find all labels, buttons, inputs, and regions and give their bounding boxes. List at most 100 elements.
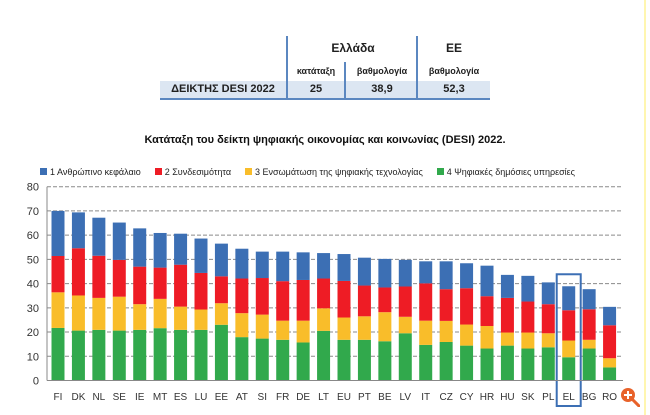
- bar-segment-DE-1: [296, 320, 310, 343]
- header-rank: κατάταξη: [296, 66, 336, 76]
- bar-segment-EL-0: [562, 357, 576, 381]
- bar-segment-LV-0: [398, 333, 412, 381]
- bar-segment-IE-0: [133, 329, 147, 381]
- bar-segment-BE-0: [378, 341, 392, 381]
- bar-segment-IE-3: [133, 228, 147, 267]
- bar-segment-CZ-0: [439, 341, 453, 381]
- bar-segment-SI-0: [255, 338, 269, 381]
- bar-segment-DK-3: [71, 212, 85, 249]
- x-tick-label: ES: [174, 392, 188, 403]
- bar-segment-BG-3: [582, 289, 596, 310]
- legend-swatch: [154, 168, 162, 175]
- bar-segment-EU-2: [337, 280, 351, 318]
- x-tick-label: FI: [54, 392, 63, 403]
- bar-segment-CY-3: [460, 263, 474, 289]
- bar-segment-FI-3: [51, 210, 65, 256]
- bar-segment-PT-1: [357, 316, 371, 340]
- data-row-bg: [160, 81, 490, 100]
- bar-segment-IT-3: [419, 261, 433, 284]
- bar-segment-LU-2: [194, 272, 208, 310]
- x-tick-label: CZ: [439, 392, 452, 403]
- bar-segment-FI-2: [51, 255, 65, 293]
- bar-segment-EU-3: [337, 254, 351, 281]
- x-tick-label: BG: [582, 392, 597, 403]
- bar-segment-LV-2: [398, 286, 412, 317]
- eu-score: 52,3: [443, 83, 465, 95]
- bar-segment-SE-1: [112, 296, 126, 331]
- bar-segment-RO-0: [603, 367, 617, 381]
- x-tick-label: RO: [602, 392, 617, 403]
- bar-segment-EE-2: [214, 276, 228, 304]
- bar-segment-SI-3: [255, 251, 269, 279]
- x-tick-label: FR: [276, 392, 289, 403]
- bar-segment-LU-1: [194, 309, 208, 330]
- x-tick-label: LV: [400, 392, 412, 403]
- bar-segment-FR-0: [276, 339, 290, 381]
- bar-segment-EL-3: [562, 286, 576, 311]
- bar-segment-AT-1: [235, 313, 249, 338]
- bar-segment-AT-3: [235, 248, 249, 279]
- x-tick-label: HU: [500, 392, 514, 403]
- legend-label: 2 Συνδεσιμότητα: [164, 167, 232, 177]
- x-tick-label: IT: [421, 392, 430, 403]
- bar-segment-HU-1: [500, 332, 514, 346]
- bar-segment-FR-1: [276, 320, 290, 340]
- header-eu: ΕΕ: [445, 41, 462, 55]
- bar-segment-DK-0: [71, 330, 85, 381]
- divider: [286, 36, 288, 98]
- bar-segment-PL-1: [541, 333, 555, 348]
- bar-segment-FR-3: [276, 251, 290, 282]
- x-tick-label: EU: [337, 392, 351, 403]
- bar-segment-IE-1: [133, 304, 147, 330]
- bar-segment-DE-2: [296, 279, 310, 321]
- y-tick-label: 60: [27, 230, 39, 242]
- bar-segment-EE-0: [214, 324, 228, 381]
- bar-segment-BG-1: [582, 339, 596, 349]
- bar-segment-DK-2: [71, 248, 85, 296]
- bar-segment-MT-3: [153, 232, 167, 268]
- legend-swatch: [40, 168, 47, 175]
- x-tick-label: SI: [258, 392, 267, 403]
- bar-segment-EL-1: [562, 340, 576, 358]
- bar-segment-PL-2: [541, 304, 555, 334]
- bar-segment-SE-0: [112, 330, 126, 381]
- bar-segment-LV-3: [398, 259, 412, 287]
- bar-segment-SI-1: [255, 314, 269, 339]
- legend-label: 4 Ψηφιακές δημόσιες υπηρεσίες: [446, 167, 575, 177]
- bar-segment-CY-0: [460, 345, 474, 381]
- bar-segment-SK-2: [521, 301, 535, 333]
- x-tick-label: EE: [215, 392, 229, 403]
- bar-segment-LT-1: [317, 308, 331, 331]
- bar-segment-LT-3: [317, 253, 331, 279]
- bar-segment-MT-0: [153, 328, 167, 381]
- legend-label: 3 Ενσωμάτωση της ψηφιακής τεχνολογίας: [255, 167, 423, 177]
- divider: [416, 36, 418, 98]
- bar-segment-PT-0: [357, 339, 371, 381]
- x-tick-label: SK: [521, 392, 535, 403]
- bar-segment-SI-2: [255, 278, 269, 315]
- x-tick-label: LT: [318, 392, 329, 403]
- x-tick-label: PL: [542, 392, 555, 403]
- bar-segment-IT-2: [419, 283, 433, 321]
- y-tick-label: 20: [27, 327, 39, 339]
- y-tick-label: 10: [27, 351, 39, 363]
- side-border: [644, 0, 646, 415]
- zoom-in-icon[interactable]: [620, 387, 640, 407]
- bar-segment-BG-2: [582, 309, 596, 340]
- bar-segment-NL-3: [92, 217, 106, 256]
- bar-segment-SE-2: [112, 259, 126, 297]
- y-tick-label: 30: [27, 303, 39, 315]
- bar-segment-AT-0: [235, 337, 249, 381]
- bar-segment-BG-0: [582, 348, 596, 381]
- y-tick-label: 0: [33, 376, 39, 388]
- bar-segment-NL-2: [92, 255, 106, 298]
- bar-segment-AT-2: [235, 278, 249, 314]
- y-tick-label: 80: [27, 182, 39, 194]
- legend-swatch: [436, 168, 444, 175]
- bar-segment-SK-3: [521, 275, 535, 302]
- x-tick-label: DK: [71, 392, 85, 403]
- bar-segment-NL-0: [92, 329, 106, 381]
- x-tick-label: IE: [135, 392, 145, 403]
- bar-segment-EU-0: [337, 339, 351, 381]
- row-label: ΔΕΙΚΤΗΣ DESI 2022: [171, 83, 275, 95]
